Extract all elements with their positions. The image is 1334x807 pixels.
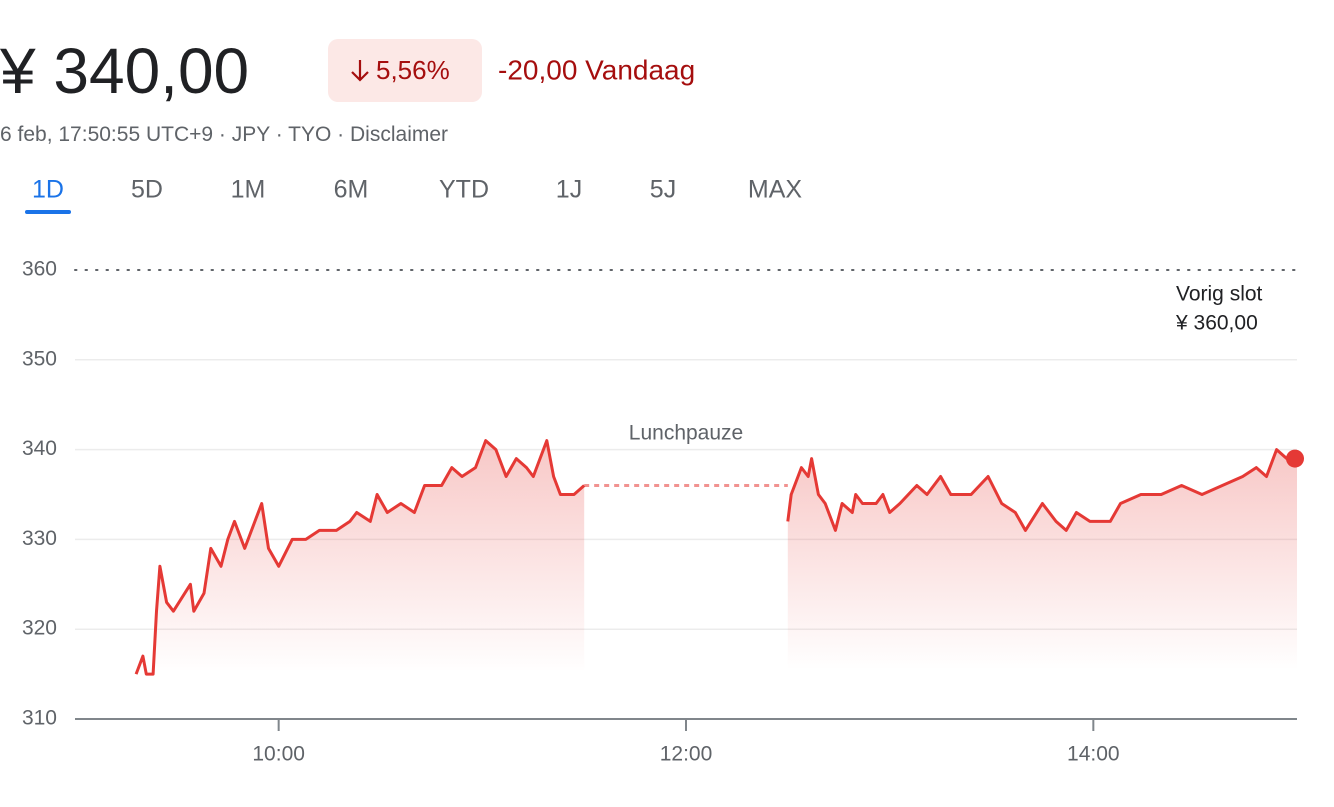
y-tick-label: 340: [22, 437, 57, 460]
tab[interactable]: 1J: [556, 176, 582, 204]
x-tick-label: 12:00: [660, 743, 713, 766]
change-badge: [328, 39, 482, 102]
tab[interactable]: 1M: [231, 176, 266, 204]
last-point: [1286, 449, 1304, 468]
meta-item: JPY: [232, 123, 271, 146]
change: -20,00 Vandaag: [498, 54, 695, 85]
tab[interactable]: MAX: [748, 176, 803, 204]
annotation: Lunchpauze: [629, 422, 743, 445]
separator: ·: [331, 123, 350, 146]
meta-item: 6 feb, 17:50:55 UTC+9: [0, 123, 213, 146]
area: [136, 440, 585, 675]
tab[interactable]: YTD: [439, 176, 489, 204]
y-tick-label: 310: [22, 707, 57, 730]
tab[interactable]: 5J: [650, 176, 676, 204]
y-tick-label: 350: [22, 347, 57, 370]
y-tick-label: 330: [22, 527, 57, 550]
change-pct: 5,56%: [376, 55, 450, 85]
tab[interactable]: 6M: [334, 176, 369, 204]
meta-item[interactable]: Disclaimer: [350, 123, 448, 146]
tab[interactable]: 5D: [131, 176, 163, 204]
separator: ·: [213, 123, 232, 146]
tab-underline: [25, 210, 71, 214]
x-tick-label: 14:00: [1067, 743, 1120, 766]
reference-label: Vorig slot: [1176, 283, 1263, 306]
meta-item: TYO: [288, 123, 331, 146]
reference-value: ¥ 360,00: [1175, 312, 1258, 335]
y-tick-label: 320: [22, 617, 57, 640]
separator: ·: [270, 123, 288, 146]
tab[interactable]: 1D: [32, 176, 64, 204]
meta: 6 feb, 17:50:55 UTC+9 · JPY · TYO · Disc…: [0, 123, 448, 146]
y-tick-label: 360: [22, 258, 57, 281]
down-arrow: [351, 60, 369, 82]
price-line: [786, 448, 1297, 532]
area: [787, 449, 1297, 670]
price-line: [134, 439, 586, 676]
x-tick-label: 10:00: [252, 743, 305, 766]
price: ¥ 340,00: [0, 35, 249, 107]
